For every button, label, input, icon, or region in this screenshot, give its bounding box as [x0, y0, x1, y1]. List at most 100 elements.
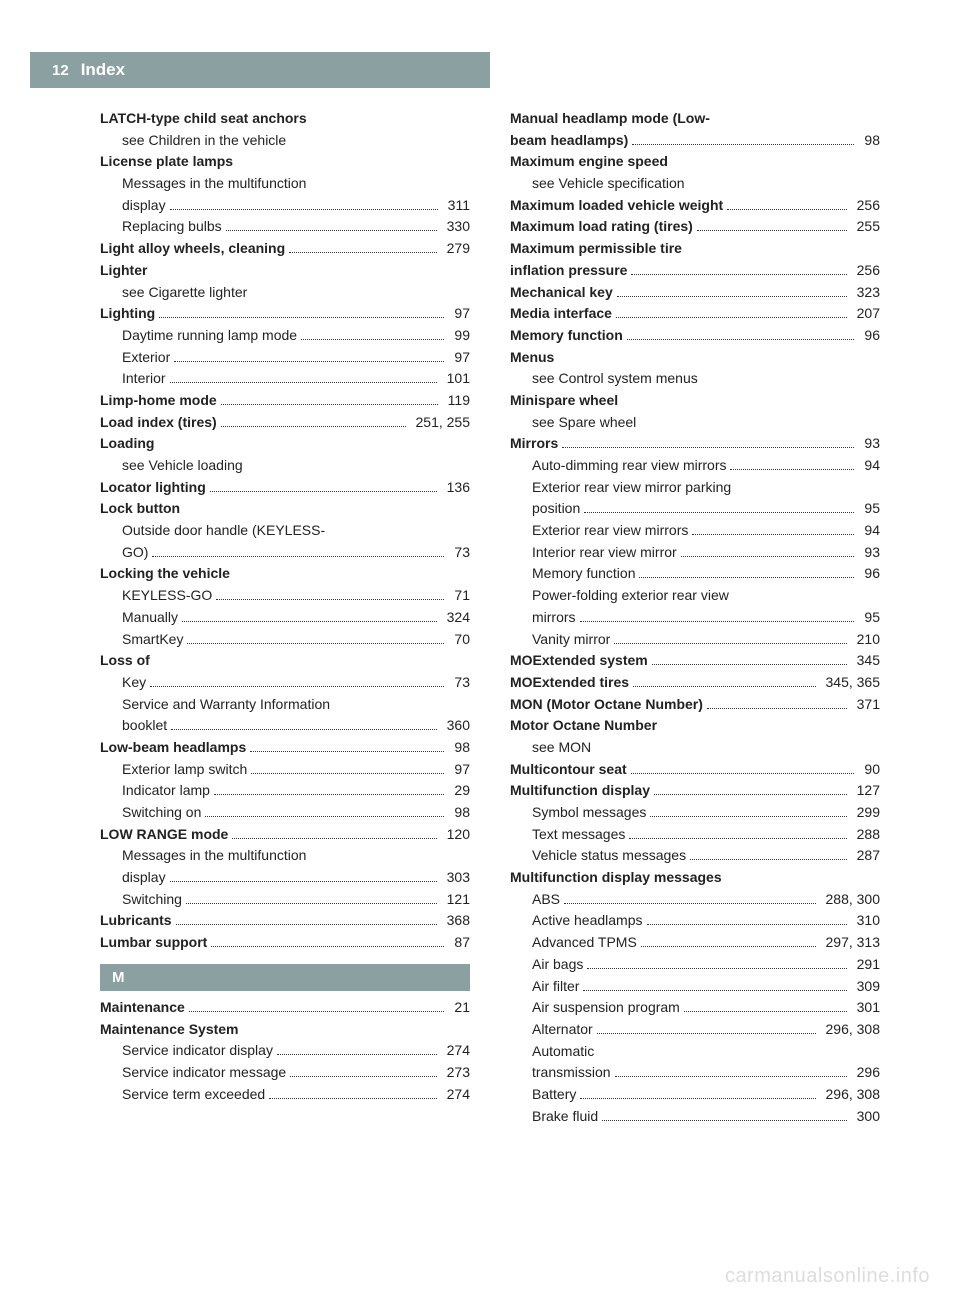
index-entry: see Control system menus [510, 368, 880, 390]
index-entry-label: Media interface [510, 303, 612, 325]
leader-dots [564, 903, 815, 904]
index-entry-label: see MON [532, 737, 591, 759]
index-entry-page: 21 [448, 997, 470, 1019]
index-entry-label: Indicator lamp [122, 780, 210, 802]
index-entry-label: Power-folding exterior rear view [532, 585, 729, 607]
index-entry-label: Manually [122, 607, 178, 629]
leader-dots [277, 1054, 437, 1055]
index-entry-label: Exterior [122, 347, 170, 369]
index-entry: transmission296 [510, 1062, 880, 1084]
leader-dots [633, 686, 815, 687]
index-entry-page: 296 [851, 1062, 880, 1084]
leader-dots [727, 209, 846, 210]
leader-dots [301, 339, 444, 340]
index-entry-label: Memory function [532, 563, 635, 585]
index-entry-label: Manual headlamp mode (Low- [510, 108, 710, 130]
index-entry: Maintenance System [100, 1019, 470, 1041]
index-entry: KEYLESS-GO71 [100, 585, 470, 607]
leader-dots [251, 773, 444, 774]
index-entry-page: 251, 255 [410, 412, 471, 434]
index-entry-label: Alternator [532, 1019, 593, 1041]
index-entry: Interior rear view mirror93 [510, 542, 880, 564]
index-entry-label: Lubricants [100, 910, 172, 932]
index-entry-page: 93 [858, 433, 880, 455]
index-entry-page: 345, 365 [820, 672, 881, 694]
leader-dots [176, 924, 437, 925]
index-entry-page: 99 [448, 325, 470, 347]
index-entry-label: Mechanical key [510, 282, 613, 304]
index-entry-label: Key [122, 672, 146, 694]
index-entry-label: Locking the vehicle [100, 563, 230, 585]
index-entry: Manually 324 [100, 607, 470, 629]
index-entry-page: 93 [858, 542, 880, 564]
index-entry-label: Service and Warranty Information [122, 694, 330, 716]
index-entry: Exterior rear view mirror parking [510, 477, 880, 499]
index-entry-page: 296, 308 [820, 1019, 881, 1041]
index-entry: Mechanical key323 [510, 282, 880, 304]
leader-dots [652, 664, 847, 665]
index-entry: SmartKey70 [100, 629, 470, 651]
index-entry-page: 207 [851, 303, 880, 325]
index-entry-label: MOExtended system [510, 650, 648, 672]
index-entry-label: Limp-home mode [100, 390, 217, 412]
index-entry: Locator lighting136 [100, 477, 470, 499]
leader-dots [221, 404, 438, 405]
leader-dots [632, 144, 854, 145]
index-entry: MOExtended system345 [510, 650, 880, 672]
index-entry-page: 274 [441, 1084, 470, 1106]
index-entry: see Spare wheel [510, 412, 880, 434]
index-entry: ABS288, 300 [510, 889, 880, 911]
index-entry: display303 [100, 867, 470, 889]
leader-dots [211, 946, 444, 947]
leader-dots [250, 751, 444, 752]
index-entry: Locking the vehicle [100, 563, 470, 585]
index-entry-label: Exterior rear view mirrors [532, 520, 688, 542]
index-entry-page: 136 [441, 477, 470, 499]
index-entry: Air filter309 [510, 976, 880, 998]
index-entry-page: 309 [851, 976, 880, 998]
index-entry-label: Daytime running lamp mode [122, 325, 297, 347]
leader-dots [269, 1098, 436, 1099]
index-entry: Service indicator display274 [100, 1040, 470, 1062]
index-entry: position95 [510, 498, 880, 520]
leader-dots [597, 1033, 816, 1034]
leader-dots [159, 317, 444, 318]
leader-dots [730, 469, 854, 470]
index-entry: Multifunction display127 [510, 780, 880, 802]
index-entry-label: Maximum load rating (tires) [510, 216, 693, 238]
index-entry: Loss of [100, 650, 470, 672]
index-entry-label: Exterior rear view mirror parking [532, 477, 731, 499]
index-entry-label: Vanity mirror [532, 629, 610, 651]
index-entry-page: 71 [448, 585, 470, 607]
index-entry-label: Vehicle status messages [532, 845, 686, 867]
index-entry: Vehicle status messages287 [510, 845, 880, 867]
leader-dots [187, 643, 444, 644]
index-entry: Air bags291 [510, 954, 880, 976]
index-entry: Exterior rear view mirrors94 [510, 520, 880, 542]
index-entry-label: Load index (tires) [100, 412, 217, 434]
index-entry: Alternator 296, 308 [510, 1019, 880, 1041]
page-header-tab: 12 Index [30, 52, 490, 88]
index-entry: Exterior lamp switch97 [100, 759, 470, 781]
leader-dots [602, 1120, 846, 1121]
index-entry-page: 324 [441, 607, 470, 629]
leader-dots [186, 903, 437, 904]
leader-dots [631, 274, 846, 275]
index-entry: Maintenance21 [100, 997, 470, 1019]
index-entry-label: MON (Motor Octane Number) [510, 694, 703, 716]
index-entry-label: Air bags [532, 954, 583, 976]
index-entry: inflation pressure256 [510, 260, 880, 282]
index-entry: Load index (tires) 251, 255 [100, 412, 470, 434]
leader-dots [617, 296, 847, 297]
index-entry: Maximum loaded vehicle weight256 [510, 195, 880, 217]
index-entry-page: 73 [448, 672, 470, 694]
index-entry-label: see Cigarette lighter [122, 282, 247, 304]
leader-dots [654, 794, 847, 795]
index-entry-label: ABS [532, 889, 560, 911]
index-entry-page: 121 [441, 889, 470, 911]
leader-dots [170, 209, 438, 210]
index-entry: Service term exceeded274 [100, 1084, 470, 1106]
index-entry-label: mirrors [532, 607, 576, 629]
leader-dots [616, 317, 847, 318]
index-entry-label: beam headlamps) [510, 130, 628, 152]
